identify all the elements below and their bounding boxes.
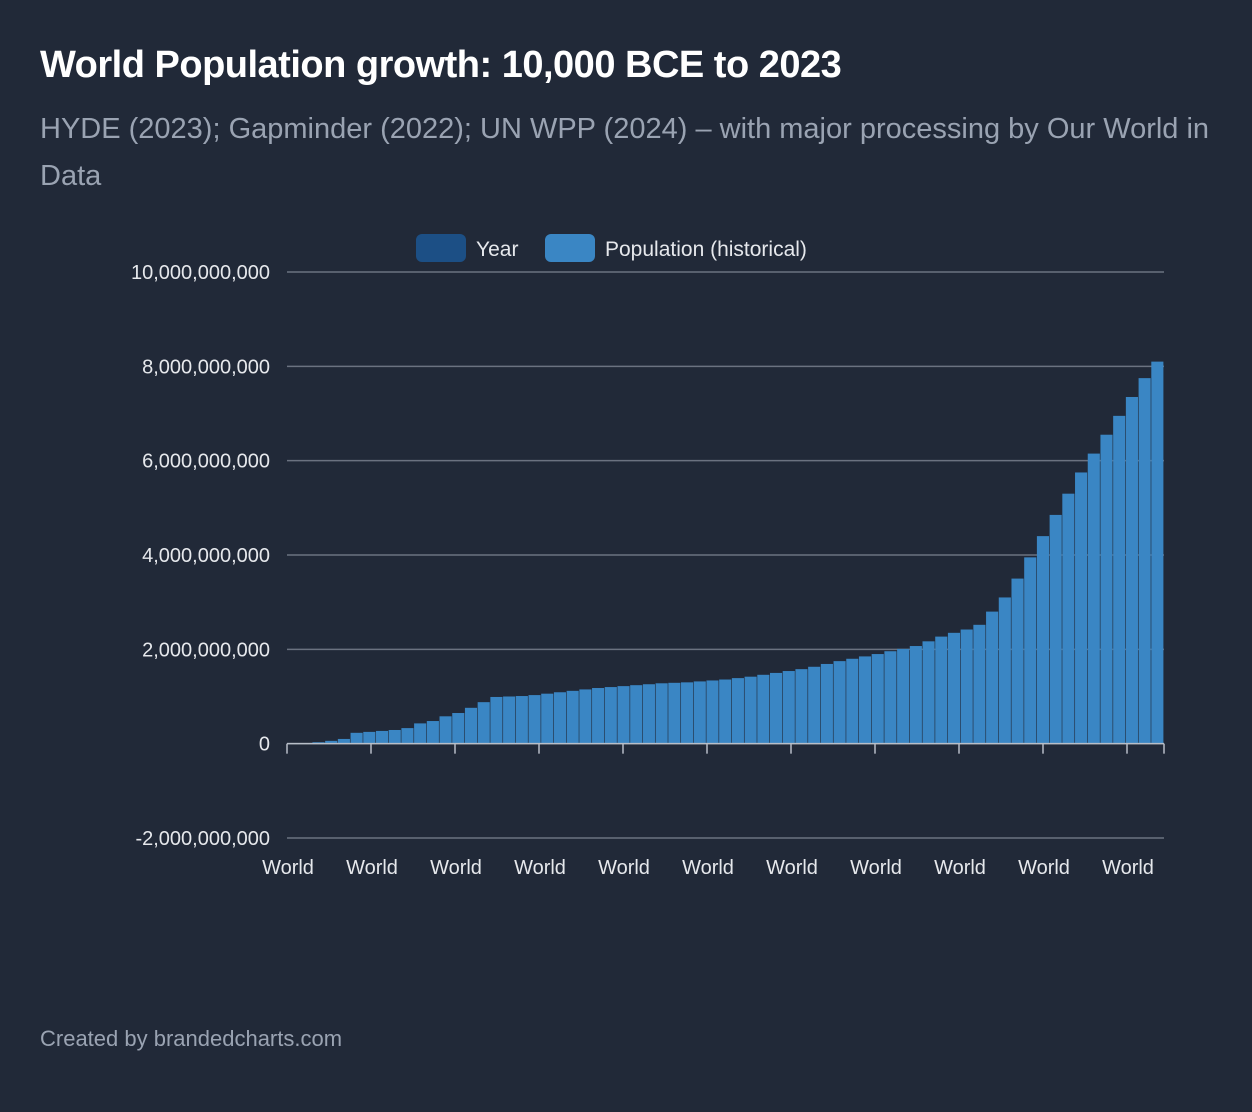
population-bar[interactable] [337,738,350,744]
x-tick-label: World [766,857,818,879]
population-bar[interactable] [782,671,795,744]
y-tick-label: 0 [259,734,270,756]
x-tick-label: World [1018,857,1070,879]
population-bar[interactable] [960,629,973,744]
population-bar[interactable] [401,728,414,744]
x-tick-label: World [514,857,566,879]
population-bar[interactable] [820,663,833,744]
x-tick-label: World [850,857,902,879]
population-bar[interactable] [566,690,579,744]
population-bar[interactable] [363,731,376,744]
population-bar[interactable] [439,716,452,744]
chart-title: World Population growth: 10,000 BCE to 2… [40,44,842,86]
population-bar[interactable] [808,666,821,744]
population-bar[interactable] [681,682,694,744]
population-bar[interactable] [642,684,655,744]
population-bar[interactable] [935,636,948,744]
x-axis-labels: World World World World World World World World… [262,857,1154,879]
population-bar[interactable] [795,669,808,744]
chart-subtitle: HYDE (2023); Gapminder (2022); UN WPP (2… [40,113,1210,192]
population-bar[interactable] [477,702,490,744]
x-tick-label: World [346,857,398,879]
population-bar[interactable] [1151,361,1164,744]
population-bar[interactable] [490,696,503,744]
legend-label-population[interactable]: Population (historical) [605,238,807,261]
population-bar-chart: Year Population (historical) 10,000,000,… [131,234,1165,879]
legend-swatch-year[interactable] [416,234,466,262]
population-bar[interactable] [503,696,516,744]
y-axis-labels: 10,000,000,000 8,000,000,000 6,000,000,000… [131,262,270,850]
population-bar[interactable] [693,681,706,744]
population-bar[interactable] [1049,514,1062,744]
population-bar[interactable] [668,682,681,744]
population-bar[interactable] [1036,536,1050,744]
population-bar[interactable] [604,687,617,744]
x-tick-label: World [430,857,482,879]
y-tick-label: -2,000,000,000 [135,828,270,850]
population-bar[interactable] [719,679,732,744]
population-bar[interactable] [426,721,439,744]
population-bar[interactable] [350,732,363,744]
population-bar[interactable] [706,680,719,744]
population-bar[interactable] [375,730,389,744]
x-tick-label: World [682,857,734,879]
y-tick-label: 8,000,000,000 [142,356,270,378]
population-bar[interactable] [973,624,986,744]
population-bar[interactable] [909,646,922,744]
population-bar[interactable] [1087,453,1100,744]
population-bar[interactable] [871,654,884,744]
chart-legend[interactable]: Year Population (historical) [416,234,807,262]
population-bar[interactable] [744,676,757,744]
population-bar[interactable] [515,696,528,744]
population-bar[interactable] [1075,472,1088,744]
population-bar[interactable] [998,597,1011,744]
population-bar[interactable] [655,683,668,744]
y-tick-label: 6,000,000,000 [142,451,270,473]
population-bar[interactable] [528,695,541,744]
population-bar[interactable] [884,651,897,744]
population-bar[interactable] [769,672,783,744]
population-bar[interactable] [541,693,554,744]
x-tick-label: World [262,857,314,879]
population-bar[interactable] [630,685,643,744]
population-bar[interactable] [579,689,592,744]
population-bar[interactable] [833,661,846,744]
legend-label-year[interactable]: Year [476,238,518,261]
x-tick-label: World [1102,857,1154,879]
x-axis [286,742,1165,754]
x-tick-label: World [598,857,650,879]
x-tick-label: World [934,857,986,879]
population-bar[interactable] [464,707,478,744]
population-bar[interactable] [1024,557,1037,744]
population-bar[interactable] [757,674,770,744]
legend-swatch-population[interactable] [545,234,595,262]
population-bar[interactable] [922,641,935,744]
population-bar[interactable] [1100,434,1113,744]
population-bar[interactable] [553,692,567,744]
y-tick-label: 10,000,000,000 [131,262,270,284]
population-bar[interactable] [617,686,630,744]
footer-credit: Created by brandedcharts.com [40,1026,343,1051]
y-tick-label: 2,000,000,000 [142,639,270,661]
population-bar[interactable] [1011,578,1024,744]
population-bar[interactable] [388,729,401,744]
population-bar[interactable] [858,656,872,744]
bar-series-population [287,361,1164,744]
grid-lines [287,271,1164,839]
population-bar[interactable] [1113,415,1126,744]
y-tick-label: 4,000,000,000 [142,545,270,567]
population-bar[interactable] [897,648,910,744]
population-bar[interactable] [986,611,999,744]
population-bar[interactable] [325,740,338,744]
population-bar[interactable] [846,658,859,744]
population-bar[interactable] [947,632,961,744]
population-bar[interactable] [414,723,427,744]
population-bar[interactable] [731,678,744,744]
population-bar[interactable] [1125,396,1138,744]
population-bar[interactable] [452,713,465,744]
population-bar[interactable] [1138,378,1151,744]
population-bar[interactable] [1062,493,1075,744]
population-bar[interactable] [592,688,605,744]
